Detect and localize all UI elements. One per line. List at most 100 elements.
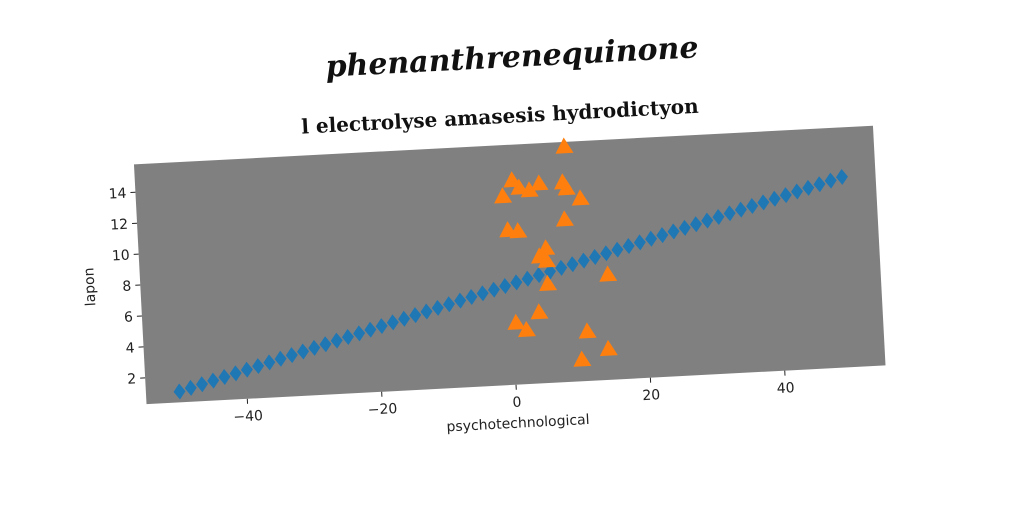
diamond-marker <box>173 383 186 400</box>
triangle-marker <box>537 251 556 268</box>
triangle-marker <box>578 322 597 339</box>
diamond-marker <box>308 339 321 356</box>
diamond-marker <box>353 325 366 342</box>
diamond-marker <box>746 198 759 215</box>
triangle-marker <box>537 239 556 256</box>
diamond-marker <box>611 241 624 258</box>
diamond-marker <box>240 361 253 378</box>
y-tick-label: 2 <box>127 371 137 387</box>
plot-area <box>133 125 886 405</box>
diamond-marker <box>252 358 265 375</box>
diamond-marker <box>521 270 534 287</box>
x-tick-label: 0 <box>512 394 522 410</box>
diamond-marker <box>297 343 310 360</box>
diamond-marker <box>398 310 411 327</box>
chart-title: l electrolyse amasesis hydrodictyon <box>301 94 700 139</box>
triangle-marker <box>510 178 529 195</box>
y-axis: 2 4 6 8 10 12 14 <box>108 186 146 388</box>
diamond-marker <box>835 168 848 185</box>
diamond-marker <box>364 321 377 338</box>
triangle-marker <box>520 181 539 198</box>
diamond-marker <box>544 263 557 280</box>
diamond-marker <box>454 292 467 309</box>
diamond-marker <box>712 208 725 225</box>
x-tick-label: −20 <box>367 401 397 419</box>
y-tick-label: 4 <box>125 340 135 356</box>
plot-group: l electrolyse amasesis hydrodictyon −40−… <box>81 94 886 435</box>
data-markers <box>173 137 848 400</box>
y-axis-label: lapon <box>81 267 99 307</box>
diamond-marker <box>577 252 590 269</box>
triangle-marker <box>599 265 618 282</box>
diamond-marker <box>566 256 579 273</box>
y-tick-label: 14 <box>108 186 127 203</box>
diamond-marker <box>207 372 220 389</box>
diamond-marker <box>218 368 231 385</box>
triangle-marker <box>571 189 590 206</box>
diamond-marker <box>600 245 613 262</box>
diamond-marker <box>723 205 736 222</box>
diamond-marker <box>656 227 669 244</box>
diamond-marker <box>802 179 815 196</box>
diamond-marker <box>431 299 444 316</box>
diamond-marker <box>532 267 545 284</box>
triangle-marker <box>539 274 558 292</box>
triangle-marker <box>530 174 549 191</box>
x-axis-label: psychotechnological <box>446 412 590 435</box>
diamond-marker <box>588 248 601 265</box>
triangle-marker <box>573 350 592 367</box>
diamond-marker <box>274 350 287 367</box>
triangle-marker <box>555 137 574 154</box>
x-axis: −40 −20 0 20 40 <box>233 370 795 426</box>
triangle-marker <box>507 313 526 330</box>
diamond-marker <box>667 223 680 240</box>
diamond-marker <box>319 336 332 353</box>
y-tick-label: 6 <box>124 309 134 325</box>
diamond-marker <box>476 285 489 302</box>
diamond-marker <box>701 212 714 229</box>
diamond-marker <box>779 187 792 204</box>
diamond-marker <box>622 238 635 255</box>
diamond-marker <box>229 365 242 382</box>
diamond-marker <box>196 376 208 393</box>
triangle-marker <box>530 303 549 320</box>
triangle-marker <box>494 187 513 204</box>
diamond-marker <box>690 216 702 233</box>
diamond-marker <box>263 354 276 371</box>
diamond-marker <box>555 259 568 276</box>
diamond-marker <box>791 183 804 200</box>
triangle-marker <box>557 179 576 196</box>
diamond-marker <box>510 274 523 291</box>
triangle-marker <box>555 210 574 227</box>
diamond-marker <box>409 307 422 324</box>
diamond-marker <box>757 194 770 211</box>
x-tick-label: −40 <box>233 408 263 426</box>
triangle-marker <box>509 222 528 239</box>
diamond-marker <box>633 234 646 251</box>
triangle-marker <box>599 339 618 357</box>
diamond-marker <box>375 318 388 335</box>
diamond-marker <box>386 314 399 331</box>
diamond-marker <box>813 176 826 193</box>
diamond-marker <box>341 328 354 345</box>
y-tick-label: 12 <box>110 217 129 234</box>
x-tick-label: 40 <box>776 380 795 397</box>
diamond-marker <box>645 230 658 247</box>
diamond-marker <box>499 278 512 295</box>
diamond-marker <box>443 296 455 313</box>
x-tick-label: 20 <box>642 387 661 404</box>
diamond-marker <box>420 303 433 320</box>
diamond-marker <box>824 172 837 189</box>
diamond-marker <box>768 190 781 207</box>
diamond-marker <box>734 201 747 218</box>
diamond-marker <box>285 347 298 364</box>
diamond-marker <box>487 281 500 298</box>
y-tick-label: 8 <box>122 279 132 295</box>
diamond-marker <box>678 219 691 236</box>
diamond-marker <box>184 379 197 396</box>
triangle-marker <box>517 320 536 338</box>
y-tick-label: 10 <box>112 248 131 265</box>
diamond-marker <box>465 288 478 305</box>
diamond-marker <box>330 332 343 349</box>
